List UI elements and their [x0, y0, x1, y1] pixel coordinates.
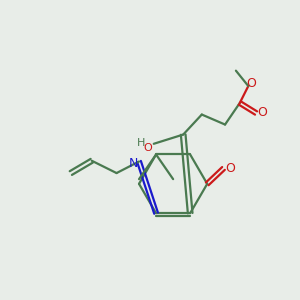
- Text: O: O: [247, 77, 256, 90]
- Text: H: H: [137, 138, 146, 148]
- Text: O: O: [226, 162, 236, 175]
- Text: O: O: [257, 106, 267, 119]
- Text: O: O: [143, 143, 152, 153]
- Text: N: N: [129, 157, 138, 169]
